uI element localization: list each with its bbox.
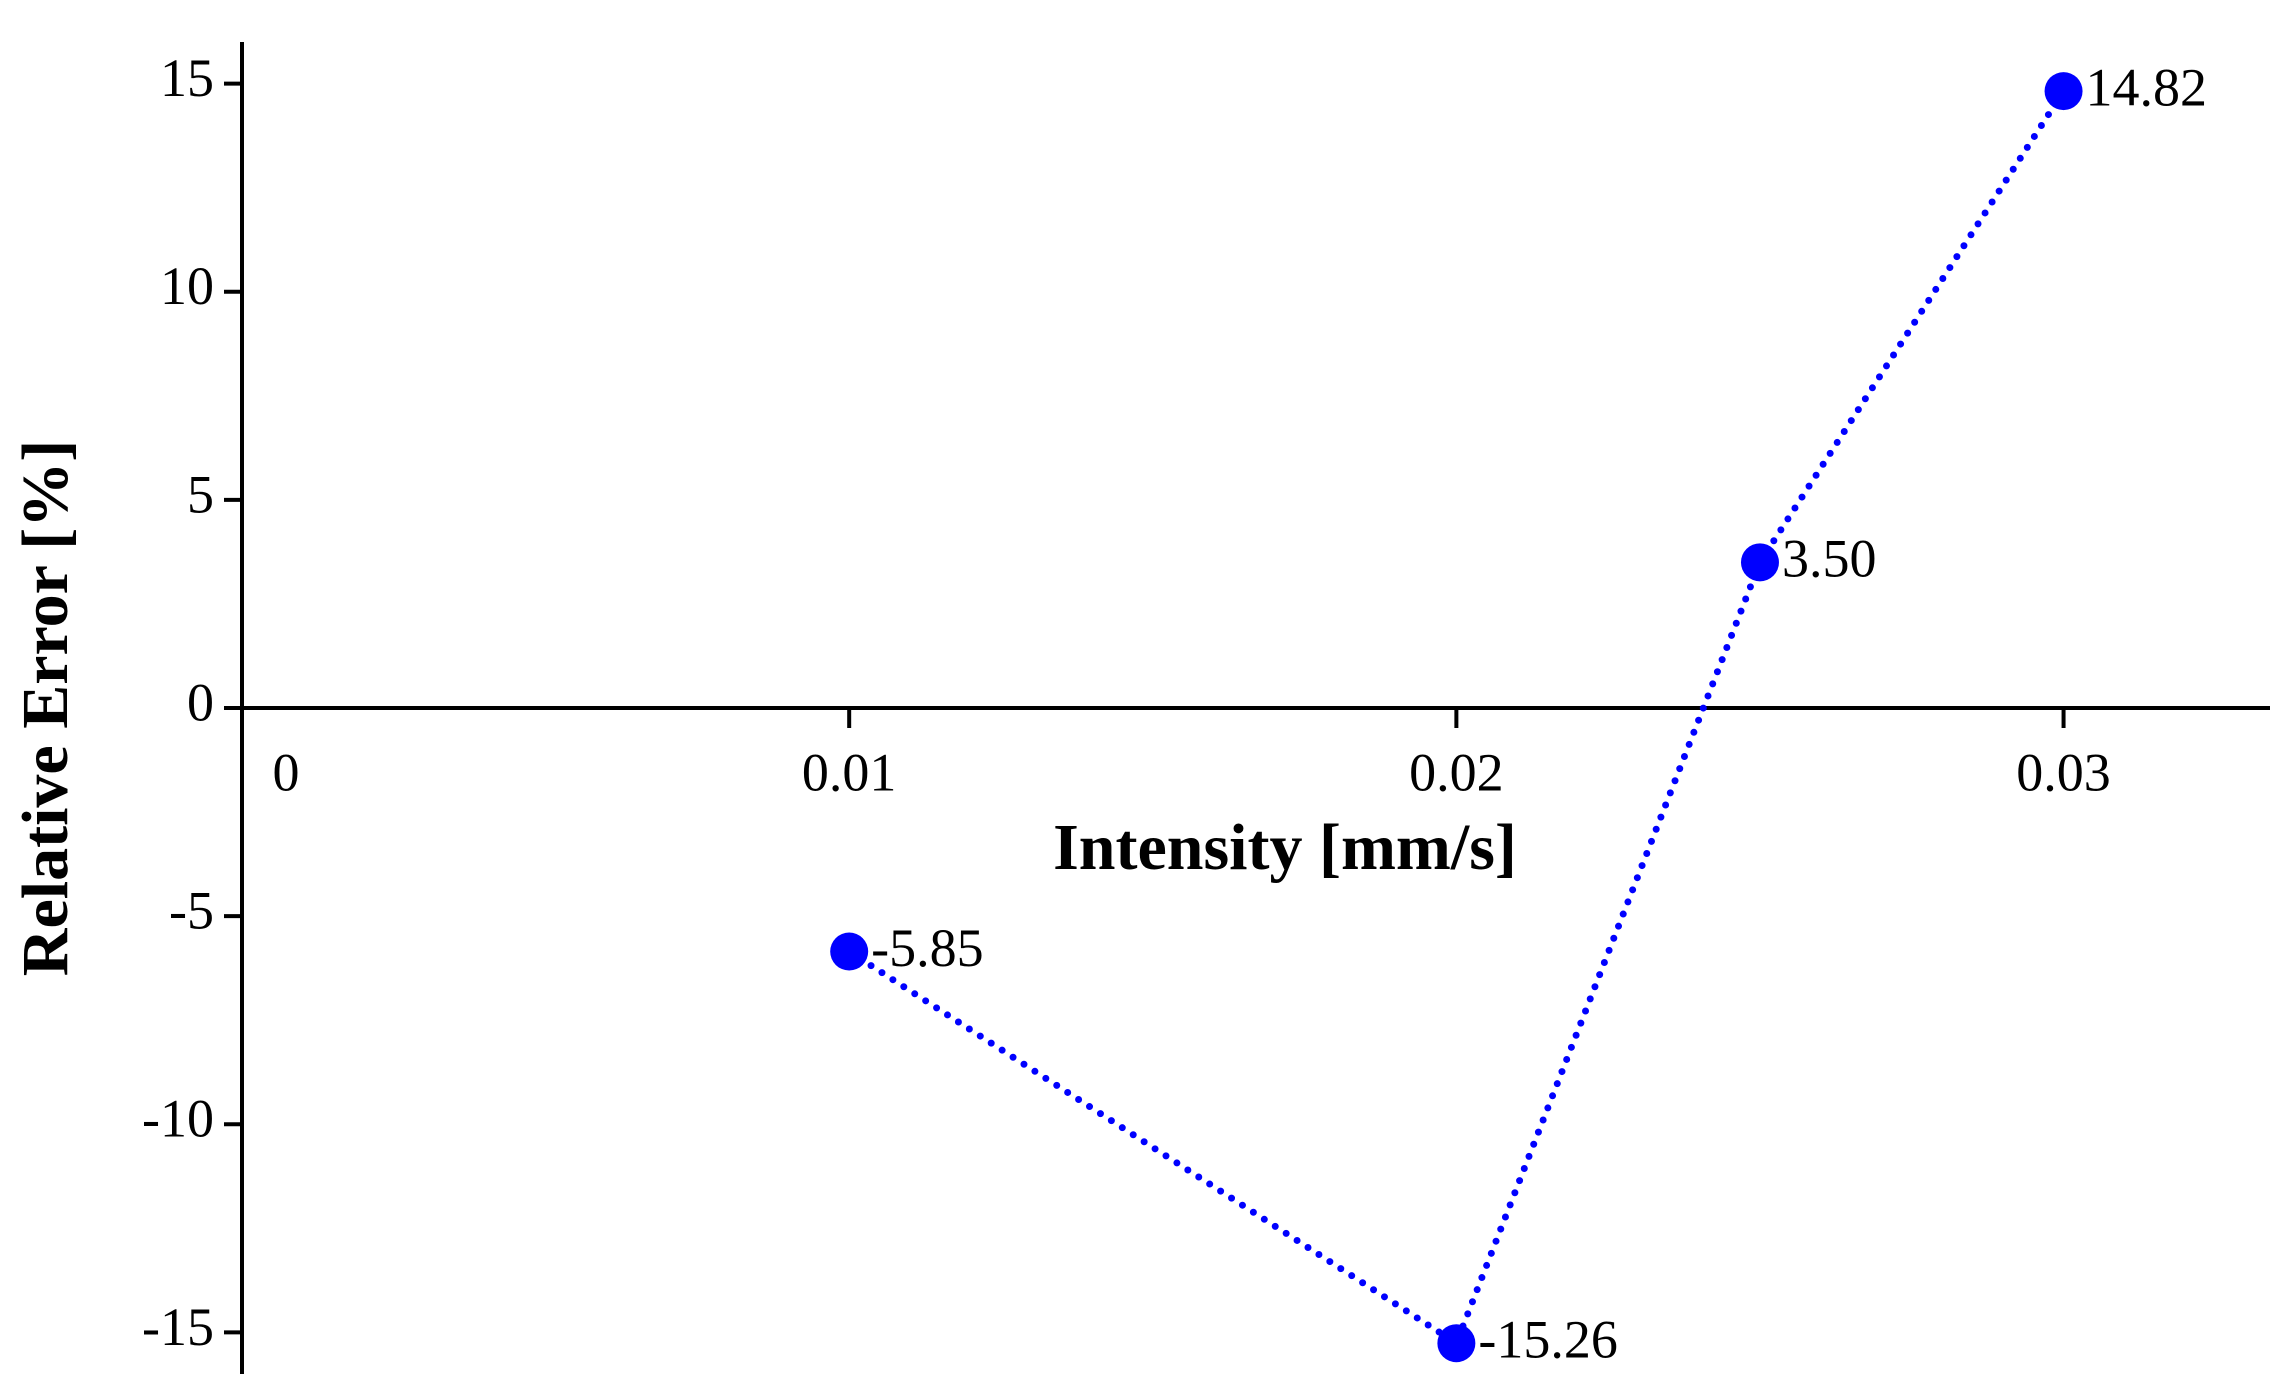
y-axis-title: Relative Error [%] — [9, 440, 82, 976]
value-label: -5.85 — [871, 918, 983, 978]
y-tick-label: 15 — [160, 48, 214, 108]
point — [1740, 543, 1779, 582]
series-line — [845, 87, 2068, 1349]
y-tick-label: -15 — [142, 1297, 214, 1357]
y-tick-label: 0 — [187, 672, 214, 732]
x-tick-label: 0.01 — [802, 742, 897, 802]
point — [1437, 1324, 1476, 1363]
y-tick-label: -5 — [169, 881, 214, 941]
value-label: 3.50 — [1782, 529, 1877, 589]
y-tick-label: 10 — [160, 256, 214, 316]
value-label: 14.82 — [2086, 58, 2208, 118]
y-tick-label: -10 — [142, 1089, 214, 1149]
point — [830, 932, 869, 971]
x-tick-label: 0 — [273, 742, 300, 802]
value-label: -15.26 — [1478, 1310, 1617, 1370]
x-tick-label: 0.02 — [1409, 742, 1504, 802]
point — [2044, 72, 2083, 111]
x-axis-title: Intensity [mm/s] — [1053, 811, 1517, 884]
x-tick-label: 0.03 — [2016, 742, 2111, 802]
y-tick-label: 5 — [187, 464, 214, 524]
